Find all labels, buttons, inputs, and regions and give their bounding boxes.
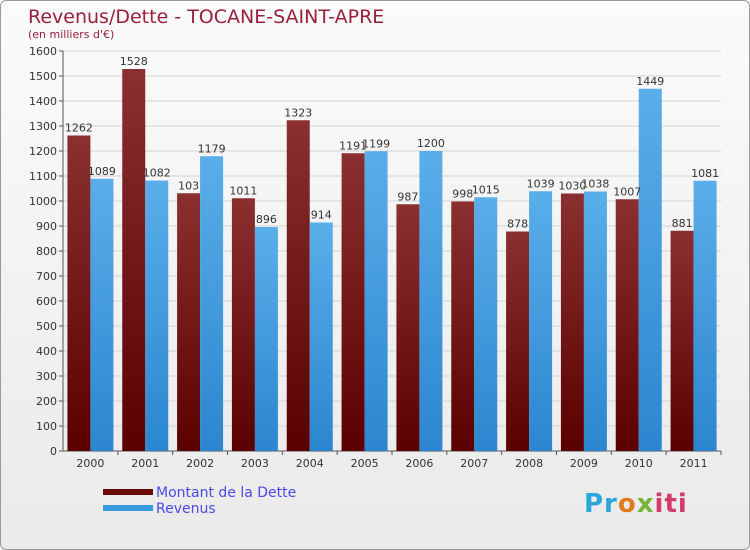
y-tick-label: 0 (50, 445, 57, 458)
bar-debt (506, 231, 530, 451)
bar-revenus (638, 88, 662, 451)
data-label-debt: 1262 (65, 122, 93, 135)
data-label-debt: 878 (507, 218, 528, 231)
bar-revenus (309, 222, 333, 451)
data-label-debt: 1007 (613, 185, 641, 198)
x-tick-label: 2000 (76, 457, 104, 470)
y-tick-label: 1000 (29, 195, 57, 208)
bar-revenus (474, 197, 498, 451)
data-label-revenus: 1038 (581, 178, 609, 191)
bar-debt (341, 153, 365, 451)
y-tick-label: 1500 (29, 70, 57, 83)
data-label-revenus: 896 (256, 213, 277, 226)
data-label-revenus: 1082 (143, 167, 171, 180)
y-tick-label: 600 (36, 295, 57, 308)
x-tick-label: 2002 (186, 457, 214, 470)
data-label-revenus: 1199 (362, 137, 390, 150)
data-label-revenus: 1449 (636, 75, 664, 88)
bar-debt (560, 193, 584, 451)
data-label-revenus: 1089 (88, 165, 116, 178)
data-label-debt: 1528 (120, 55, 148, 68)
bar-revenus (364, 151, 388, 451)
data-label-revenus: 1081 (691, 167, 719, 180)
data-label-debt: 1011 (229, 184, 257, 197)
data-label-revenus: 1015 (472, 183, 500, 196)
legend-swatch-debt (103, 489, 153, 495)
bar-revenus (145, 180, 169, 451)
bar-debt (451, 201, 475, 451)
y-tick-label: 700 (36, 270, 57, 283)
data-label-debt: 998 (452, 188, 473, 201)
y-tick-label: 1400 (29, 95, 57, 108)
x-tick-label: 2001 (131, 457, 159, 470)
y-tick-label: 300 (36, 370, 57, 383)
data-label-revenus: 1039 (527, 177, 555, 190)
data-label-revenus: 1179 (198, 142, 226, 155)
x-tick-label: 2009 (570, 457, 598, 470)
y-tick-label: 900 (36, 220, 57, 233)
data-label-revenus: 914 (311, 209, 332, 222)
bar-revenus (90, 178, 114, 451)
bar-revenus (254, 227, 278, 451)
y-tick-label: 1300 (29, 120, 57, 133)
x-tick-label: 2005 (351, 457, 379, 470)
bar-revenus (200, 156, 224, 451)
x-tick-label: 2007 (460, 457, 488, 470)
bar-revenus (693, 180, 717, 451)
x-tick-label: 2010 (625, 457, 653, 470)
chart-subtitle: (en milliers d'€) (28, 28, 115, 41)
bar-debt (122, 69, 146, 451)
y-tick-label: 1200 (29, 145, 57, 158)
legend-label-debt: Montant de la Dette (156, 485, 297, 501)
bar-debt (67, 135, 91, 451)
bar-debt (231, 198, 255, 451)
legend-label-revenus: Revenus (156, 501, 216, 517)
bar-revenus (419, 151, 443, 451)
y-tick-label: 500 (36, 320, 57, 333)
x-tick-label: 2006 (405, 457, 433, 470)
y-tick-label: 200 (36, 395, 57, 408)
bar-debt (615, 199, 639, 451)
x-tick-label: 2003 (241, 457, 269, 470)
data-label-debt: 881 (672, 217, 693, 230)
y-tick-label: 800 (36, 245, 57, 258)
data-label-debt: 1323 (284, 106, 312, 119)
y-tick-label: 1100 (29, 170, 57, 183)
x-tick-label: 2008 (515, 457, 543, 470)
legend-swatch-revenus (103, 505, 153, 511)
bar-debt (286, 120, 310, 451)
bar-debt (177, 193, 201, 451)
bar-revenus (529, 191, 553, 451)
bar-debt (670, 230, 694, 451)
x-tick-label: 2004 (296, 457, 324, 470)
data-label-revenus: 1200 (417, 137, 445, 150)
y-tick-label: 1600 (29, 45, 57, 58)
y-tick-label: 400 (36, 345, 57, 358)
x-tick-label: 2011 (680, 457, 708, 470)
bar-revenus (583, 191, 607, 451)
data-label-debt: 1030 (558, 180, 586, 193)
data-label-debt: 1191 (339, 139, 367, 152)
chart-title: Revenus/Dette - TOCANE-SAINT-APRE (28, 6, 385, 28)
proxiti-logo: Proxiti (584, 489, 688, 519)
y-tick-label: 100 (36, 420, 57, 433)
bar-debt (396, 204, 420, 451)
data-label-debt: 103 (178, 179, 199, 192)
data-label-debt: 987 (397, 190, 418, 203)
